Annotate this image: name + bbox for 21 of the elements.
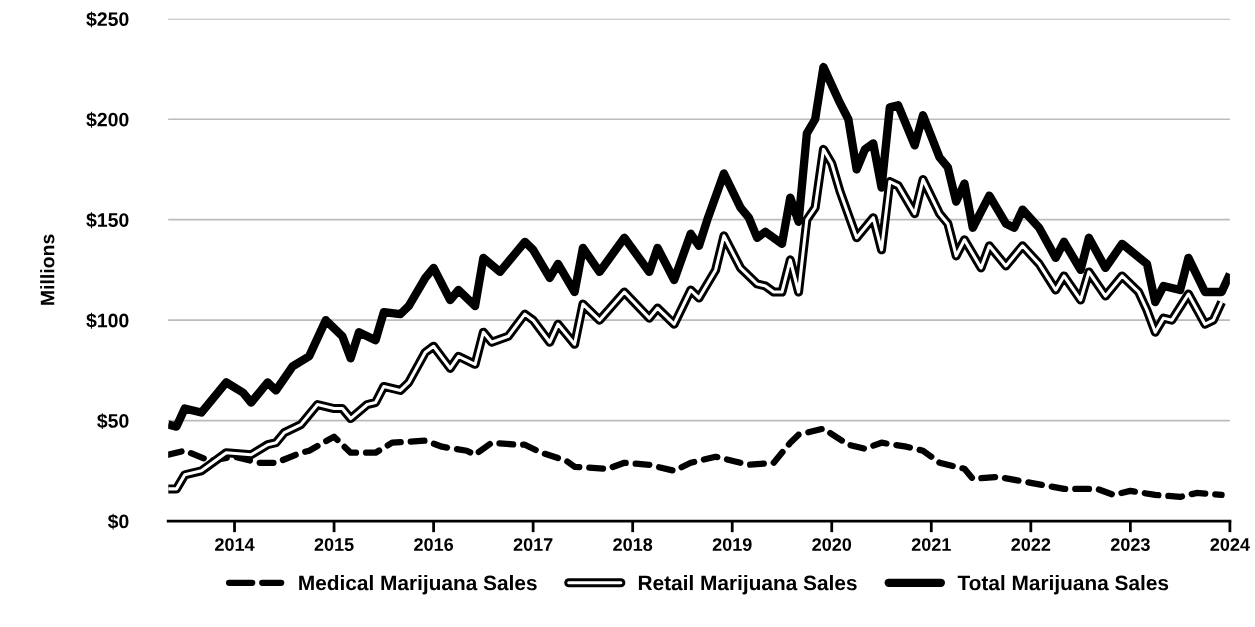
x-tick-label: 2024 <box>1210 538 1250 551</box>
x-tick-label: 2014 <box>215 538 255 551</box>
y-tick-label: $150 <box>86 212 129 229</box>
x-tick-label: 2023 <box>1110 538 1150 551</box>
legend-label: Total Marijuana Sales <box>957 575 1169 595</box>
y-tick-label: $0 <box>107 513 129 530</box>
x-tick-label: 2021 <box>911 538 951 551</box>
y-axis-title: Millions <box>40 234 55 305</box>
x-tick-label: 2015 <box>314 538 354 551</box>
x-tick-label: 2019 <box>712 538 752 551</box>
x-tick-label: 2018 <box>613 538 653 551</box>
y-tick-label: $100 <box>86 312 129 329</box>
y-tick-label: $200 <box>86 111 129 128</box>
x-tick-label: 2022 <box>1011 538 1051 551</box>
legend-label: Retail Marijuana Sales <box>638 575 857 595</box>
x-tick-label: 2017 <box>513 538 553 551</box>
y-tick-label: $250 <box>86 11 129 28</box>
legend-label: Medical Marijuana Sales <box>299 575 537 595</box>
x-tick-label: 2016 <box>414 538 454 551</box>
y-tick-label: $50 <box>97 413 129 430</box>
x-tick-label: 2020 <box>812 538 852 551</box>
